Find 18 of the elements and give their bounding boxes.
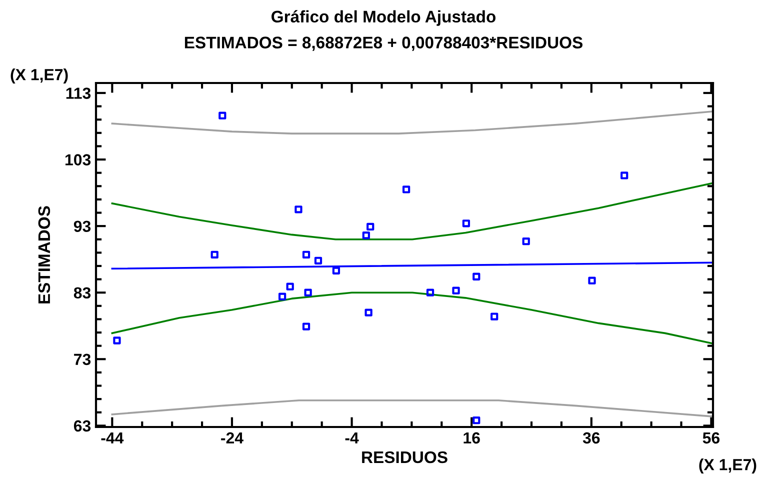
y-tick-label: 63: [74, 420, 91, 432]
x-tick-label: -4: [345, 432, 359, 444]
text: (X 1,E7): [10, 68, 68, 84]
text: (X 1,E7): [699, 458, 756, 474]
chart-title: Gráfico del Modelo Ajustado: [272, 10, 496, 26]
y-tick-label: 103: [66, 154, 91, 166]
x-tick-label: 56: [702, 432, 720, 444]
y-tick-label: 113: [66, 88, 91, 99]
x-tick-label: 36: [582, 432, 600, 444]
chart-subtitle: ESTIMADOS = 8,68872E8 + 0,00788403*RESIDUOS: [184, 36, 582, 51]
x-tick-label: -24: [221, 432, 244, 444]
y-tick-label: 83: [74, 287, 91, 299]
y-tick-label: 93: [74, 220, 91, 232]
x-axis-title: RESIDUOS: [362, 451, 448, 464]
y-axis-title: ESTIMADOS: [38, 206, 50, 304]
x-tick-label: 16: [464, 432, 480, 444]
y-tick-label: 73: [74, 354, 91, 366]
x-tick-label: -44: [101, 432, 124, 444]
